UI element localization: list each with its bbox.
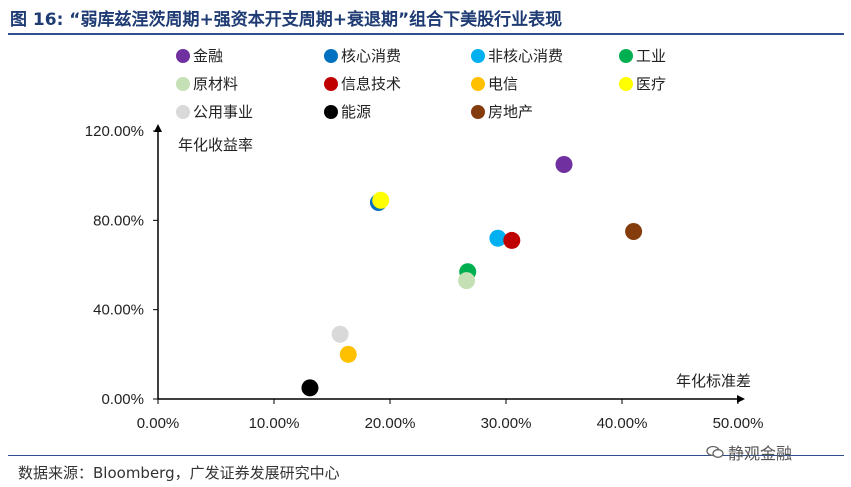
x-tick-label: 20.00% xyxy=(365,415,416,432)
legend-label: 能源 xyxy=(341,103,371,121)
chart-axes: 0.00% 10.00% 20.00% 30.00% 40.00% 50.00% 0.00%… xyxy=(85,123,764,432)
title-rule xyxy=(8,33,844,35)
y-tick-label: 80.00% xyxy=(93,212,144,229)
legend-marker xyxy=(176,105,190,119)
x-tick-label: 40.00% xyxy=(597,415,648,432)
legend-label: 金融 xyxy=(193,47,223,65)
y-tick-label: 120.00% xyxy=(85,123,144,140)
x-tick-label: 30.00% xyxy=(481,415,532,432)
data-point xyxy=(489,229,507,247)
data-point xyxy=(503,231,521,249)
figure-title: 图 16: “弱库兹涅茨周期+强资本开支周期+衰退期”组合下美股行业表现 xyxy=(10,10,563,30)
legend-label: 公用事业 xyxy=(193,103,253,121)
legend-marker xyxy=(619,77,633,91)
legend-label: 房地产 xyxy=(488,103,533,121)
data-point xyxy=(301,379,319,397)
legend-marker xyxy=(471,49,485,63)
y-tick-label: 0.00% xyxy=(101,391,144,408)
legend-label: 核心消费 xyxy=(341,47,401,65)
x-tick-label: 0.00% xyxy=(137,415,180,432)
data-point xyxy=(331,325,349,343)
legend-marker xyxy=(324,49,338,63)
data-point xyxy=(625,223,643,240)
data-point xyxy=(458,272,476,290)
source-note: 数据来源：Bloomberg，广发证券发展研究中心 xyxy=(18,464,340,482)
x-axis-title: 年化标准差 xyxy=(676,372,751,390)
legend-label: 电信 xyxy=(488,75,518,93)
x-tick-label: 10.00% xyxy=(249,415,300,432)
y-tick-label: 40.00% xyxy=(93,302,144,319)
legend-label: 非核心消费 xyxy=(488,47,563,65)
source-rule xyxy=(8,455,844,456)
legend-marker xyxy=(176,77,190,91)
watermark-text: 静观金融 xyxy=(728,444,793,463)
legend-marker xyxy=(619,49,633,63)
legend-label: 原材料 xyxy=(193,75,238,93)
legend-marker xyxy=(324,105,338,119)
x-tick-label: 50.00% xyxy=(713,415,764,432)
data-point xyxy=(339,345,357,363)
data-point xyxy=(372,191,390,209)
title-bar: 图 16: “弱库兹涅茨周期+强资本开支周期+衰退期”组合下美股行业表现 xyxy=(0,0,851,35)
y-axis-title: 年化收益率 xyxy=(178,136,253,154)
chart-points xyxy=(301,156,643,397)
chat-bubbles-icon xyxy=(706,445,724,458)
legend-label: 工业 xyxy=(636,47,666,65)
legend-label: 医疗 xyxy=(636,75,666,93)
legend-marker xyxy=(471,77,485,91)
legend-marker xyxy=(324,77,338,91)
legend-label: 信息技术 xyxy=(341,75,401,93)
legend-marker xyxy=(471,105,485,119)
watermark: 静观金融 xyxy=(706,440,792,464)
data-point xyxy=(555,156,573,173)
legend-marker xyxy=(176,49,190,63)
